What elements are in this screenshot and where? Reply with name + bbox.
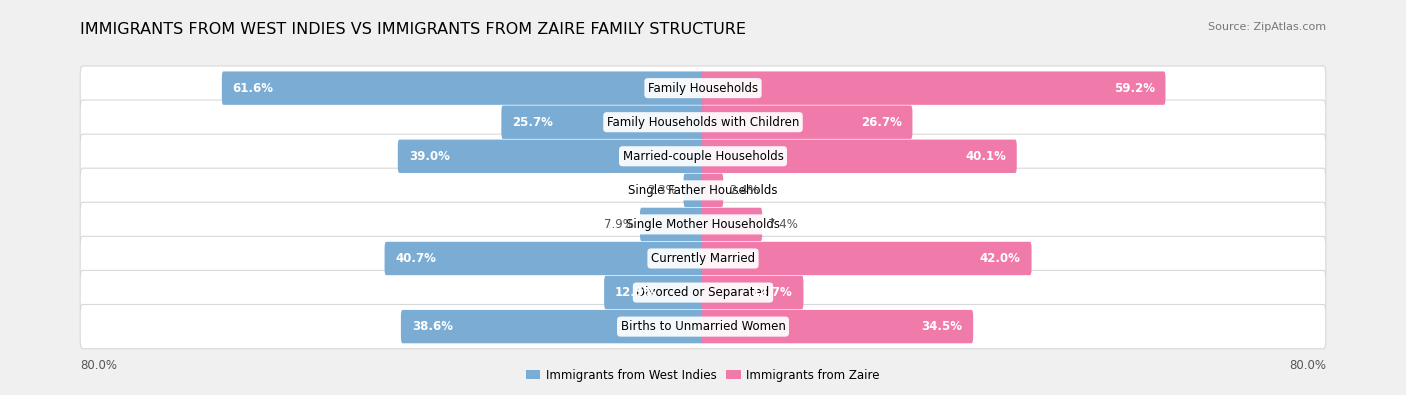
Text: 42.0%: 42.0%	[980, 252, 1021, 265]
Text: 7.4%: 7.4%	[769, 218, 799, 231]
FancyBboxPatch shape	[80, 66, 1326, 110]
Text: 40.1%: 40.1%	[965, 150, 1005, 163]
FancyBboxPatch shape	[385, 242, 704, 275]
FancyBboxPatch shape	[702, 174, 723, 207]
Text: Single Mother Households: Single Mother Households	[626, 218, 780, 231]
Text: 38.6%: 38.6%	[412, 320, 453, 333]
Text: Family Households with Children: Family Households with Children	[607, 116, 799, 129]
Text: Family Households: Family Households	[648, 82, 758, 95]
FancyBboxPatch shape	[401, 310, 704, 343]
Text: 39.0%: 39.0%	[409, 150, 450, 163]
Text: Single Father Households: Single Father Households	[628, 184, 778, 197]
FancyBboxPatch shape	[80, 305, 1326, 349]
Text: 40.7%: 40.7%	[395, 252, 436, 265]
FancyBboxPatch shape	[683, 174, 704, 207]
FancyBboxPatch shape	[702, 139, 1017, 173]
Text: 80.0%: 80.0%	[80, 359, 117, 372]
Text: 2.4%: 2.4%	[730, 184, 759, 197]
FancyBboxPatch shape	[702, 276, 803, 309]
Text: 12.5%: 12.5%	[614, 286, 655, 299]
Text: 25.7%: 25.7%	[512, 116, 553, 129]
FancyBboxPatch shape	[222, 71, 704, 105]
Legend: Immigrants from West Indies, Immigrants from Zaire: Immigrants from West Indies, Immigrants …	[523, 365, 883, 385]
FancyBboxPatch shape	[80, 202, 1326, 246]
FancyBboxPatch shape	[80, 236, 1326, 280]
FancyBboxPatch shape	[398, 139, 704, 173]
Text: Source: ZipAtlas.com: Source: ZipAtlas.com	[1208, 22, 1326, 32]
FancyBboxPatch shape	[702, 242, 1032, 275]
Text: Currently Married: Currently Married	[651, 252, 755, 265]
Text: Divorced or Separated: Divorced or Separated	[637, 286, 769, 299]
Text: 59.2%: 59.2%	[1114, 82, 1154, 95]
Text: Married-couple Households: Married-couple Households	[623, 150, 783, 163]
FancyBboxPatch shape	[702, 310, 973, 343]
FancyBboxPatch shape	[702, 105, 912, 139]
Text: Births to Unmarried Women: Births to Unmarried Women	[620, 320, 786, 333]
Text: 26.7%: 26.7%	[860, 116, 901, 129]
Text: 80.0%: 80.0%	[1289, 359, 1326, 372]
Text: 7.9%: 7.9%	[603, 218, 634, 231]
Text: 2.3%: 2.3%	[648, 184, 678, 197]
Text: 61.6%: 61.6%	[233, 82, 274, 95]
FancyBboxPatch shape	[80, 100, 1326, 144]
FancyBboxPatch shape	[80, 271, 1326, 315]
FancyBboxPatch shape	[502, 105, 704, 139]
FancyBboxPatch shape	[80, 134, 1326, 179]
FancyBboxPatch shape	[640, 208, 704, 241]
FancyBboxPatch shape	[605, 276, 704, 309]
Text: 34.5%: 34.5%	[921, 320, 962, 333]
FancyBboxPatch shape	[702, 208, 762, 241]
FancyBboxPatch shape	[80, 168, 1326, 213]
Text: IMMIGRANTS FROM WEST INDIES VS IMMIGRANTS FROM ZAIRE FAMILY STRUCTURE: IMMIGRANTS FROM WEST INDIES VS IMMIGRANT…	[80, 22, 747, 37]
FancyBboxPatch shape	[702, 71, 1166, 105]
Text: 12.7%: 12.7%	[752, 286, 793, 299]
